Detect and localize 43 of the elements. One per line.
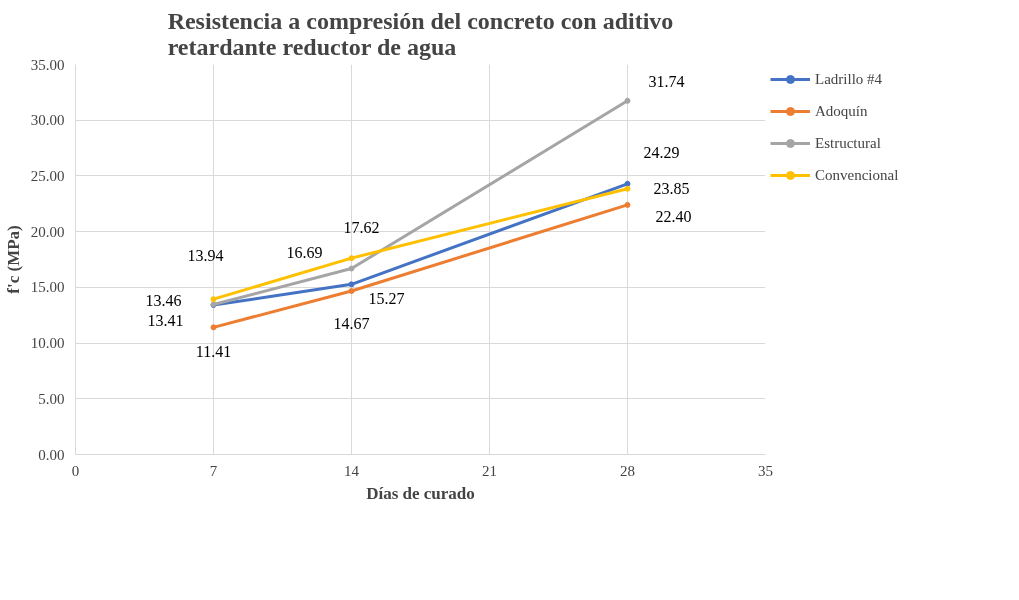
point — [210, 296, 217, 303]
point — [348, 288, 355, 295]
y-axis-title: f'c (MPa) — [3, 225, 23, 294]
legend-label: Convencional — [815, 166, 899, 184]
x-tick-label: 28 — [620, 462, 635, 479]
data-label: 22.40 — [655, 208, 692, 226]
x-tick-label: 0 — [71, 462, 80, 479]
data-label: 13.46 — [145, 292, 182, 310]
data-label: 13.94 — [187, 246, 224, 264]
point — [348, 265, 355, 272]
point — [348, 255, 355, 262]
data-label: 24.29 — [643, 144, 680, 162]
y-tick-label: 10.00 — [30, 335, 65, 352]
x-tick-label: 7 — [209, 462, 218, 479]
chart-title: Resistencia a compresión del concreto con aditivo retardante reductor de agua — [167, 7, 674, 60]
x-tick-label: 21 — [482, 462, 497, 479]
y-tick-label: 20.00 — [30, 223, 65, 240]
x-tick-label: 14 — [344, 462, 360, 479]
x-tick-label: 35 — [758, 462, 773, 479]
point — [624, 180, 631, 187]
data-label: 15.27 — [368, 289, 405, 307]
data-label: 13.41 — [147, 311, 184, 329]
data-label: 31.74 — [648, 73, 685, 91]
data-label: 23.85 — [653, 180, 690, 198]
point — [624, 97, 631, 104]
legend-label: Estructural — [815, 134, 881, 152]
data-label: 14.67 — [333, 314, 370, 332]
data-label: 17.62 — [343, 218, 380, 236]
legend-label: Adoquín — [815, 102, 868, 120]
y-tick-label: 30.00 — [30, 112, 65, 129]
y-tick-label: 0.00 — [38, 446, 65, 463]
point — [348, 281, 355, 288]
data-label: 11.41 — [195, 342, 232, 360]
y-tick-label: 15.00 — [30, 279, 65, 296]
x-axis-title: Días de curado — [366, 483, 475, 503]
y-tick-label: 25.00 — [30, 167, 65, 184]
y-tick-label: 35.00 — [30, 56, 65, 73]
point — [210, 324, 217, 331]
legend-label: Ladrillo #4 — [815, 70, 883, 88]
point — [624, 201, 631, 208]
data-label: 16.69 — [286, 244, 323, 262]
y-tick-label: 5.00 — [38, 390, 65, 407]
point — [624, 185, 631, 192]
